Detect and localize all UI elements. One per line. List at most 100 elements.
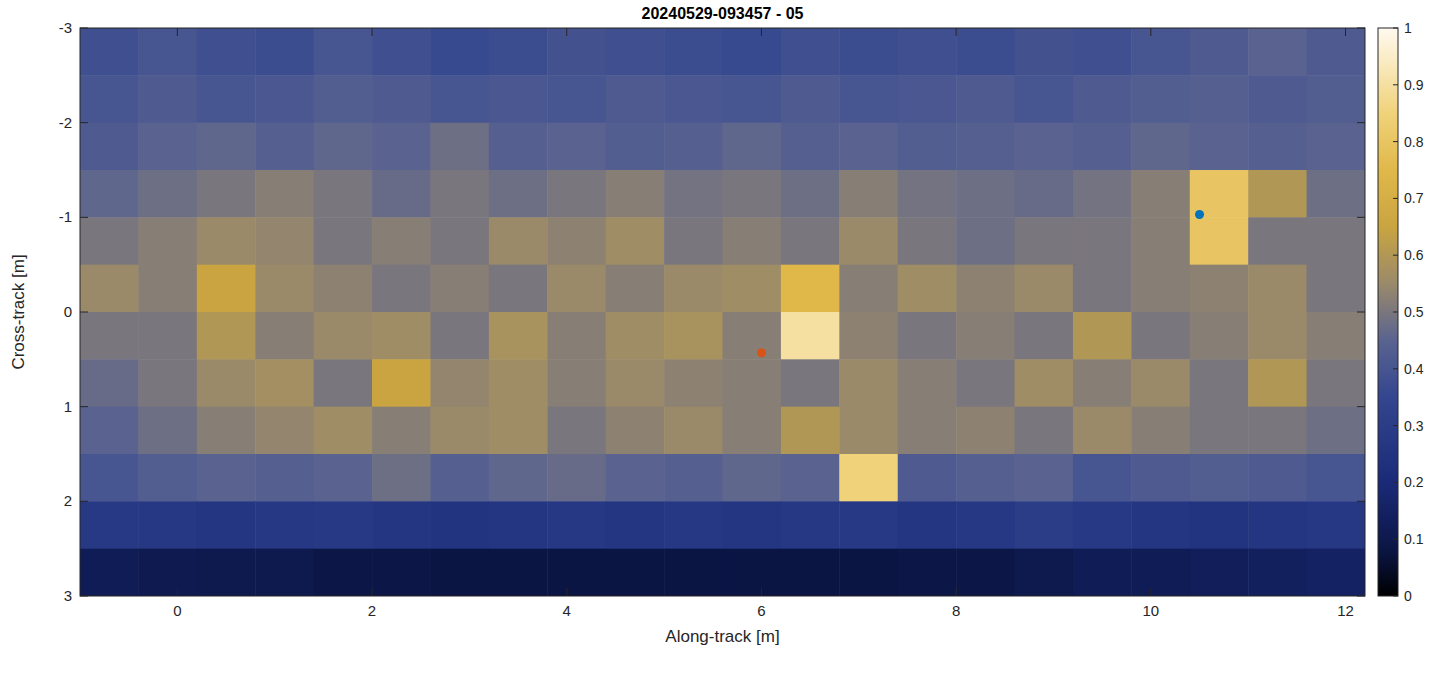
heat-cell — [430, 549, 489, 596]
y-tick — [80, 596, 88, 597]
heat-cell — [1073, 170, 1132, 218]
heat-cell — [956, 217, 1015, 265]
heat-cell — [1015, 28, 1074, 76]
heat-cell — [1248, 75, 1307, 123]
heat-cell — [1248, 407, 1307, 455]
y-tick — [80, 28, 88, 29]
x-tick-label: 2 — [368, 602, 376, 619]
y-tick — [1357, 217, 1365, 218]
heat-cell — [1248, 501, 1307, 549]
x-tick-label: 0 — [173, 602, 181, 619]
heat-cell — [839, 549, 898, 596]
heat-cell — [723, 359, 782, 407]
y-tick — [80, 312, 88, 313]
heat-cell — [314, 170, 373, 218]
x-tick — [372, 588, 373, 596]
heat-cell — [547, 265, 606, 313]
y-tick-label: 2 — [64, 492, 72, 509]
y-tick — [1357, 501, 1365, 502]
heat-cell — [839, 407, 898, 455]
heat-cell — [1073, 312, 1132, 360]
heat-cell — [1131, 549, 1190, 596]
x-tick — [177, 28, 178, 36]
heat-cell — [1015, 123, 1074, 171]
heat-cell — [372, 407, 431, 455]
heat-cell — [664, 123, 723, 171]
heat-cell — [372, 549, 431, 596]
heat-cell — [1073, 123, 1132, 171]
heat-cell — [1307, 454, 1365, 502]
heat-cell — [255, 359, 314, 407]
heat-cell — [781, 359, 840, 407]
y-tick-label: 1 — [64, 398, 72, 415]
heat-cell — [1307, 407, 1365, 455]
heat-cell — [1248, 123, 1307, 171]
heat-cell — [1131, 75, 1190, 123]
heat-cell — [197, 501, 256, 549]
heat-cell — [1190, 28, 1249, 76]
colorbar-tick-label: 0.6 — [1404, 247, 1424, 263]
heat-cell — [1073, 28, 1132, 76]
y-tick — [1357, 122, 1365, 123]
marker-point — [757, 348, 766, 357]
heat-cell — [1248, 454, 1307, 502]
colorbar-tick — [1393, 198, 1398, 199]
heat-cell — [80, 454, 139, 502]
y-tick — [80, 217, 88, 218]
heat-cell — [489, 501, 548, 549]
plot-frame — [80, 28, 1365, 596]
heat-cell — [1073, 265, 1132, 313]
title: 20240529-093457 - 05 — [642, 5, 804, 22]
colorbar-tick — [1393, 84, 1398, 85]
heat-cell — [839, 28, 898, 76]
heat-cell — [781, 501, 840, 549]
heat-cell — [430, 312, 489, 360]
heat-cell — [80, 265, 139, 313]
heat-cell — [956, 28, 1015, 76]
x-tick — [956, 588, 957, 596]
x-tick — [566, 588, 567, 596]
x-tick — [177, 588, 178, 596]
heat-cell — [723, 217, 782, 265]
heat-cell — [1190, 312, 1249, 360]
y-tick — [80, 501, 88, 502]
colorbar-tick-label: 0.4 — [1404, 361, 1424, 377]
heat-cell — [314, 407, 373, 455]
heat-cell — [430, 501, 489, 549]
heat-cell — [898, 170, 957, 218]
heat-cell — [664, 407, 723, 455]
heat-cell — [898, 501, 957, 549]
heat-cell — [781, 312, 840, 360]
heat-cell — [1131, 170, 1190, 218]
colorbar-tick — [1393, 312, 1398, 313]
heat-cell — [1015, 312, 1074, 360]
heat-cell — [197, 123, 256, 171]
x-tick — [956, 28, 957, 36]
x-tick — [372, 28, 373, 36]
heat-cell — [606, 170, 665, 218]
x-tick — [761, 28, 762, 36]
heat-cell — [547, 170, 606, 218]
heat-cell — [489, 75, 548, 123]
heat-cell — [1248, 217, 1307, 265]
heat-cell — [430, 123, 489, 171]
heat-cell — [255, 28, 314, 76]
colorbar-tick-label: 0.5 — [1404, 304, 1424, 320]
heat-cell — [1073, 454, 1132, 502]
heat-cell — [1131, 359, 1190, 407]
heat-cell — [898, 28, 957, 76]
heat-cell — [1248, 312, 1307, 360]
colorbar-tick-label: 0.7 — [1404, 190, 1424, 206]
heat-cell — [489, 407, 548, 455]
heat-cell — [197, 549, 256, 596]
x-tick-label: 6 — [757, 602, 765, 619]
heat-cell — [898, 75, 957, 123]
x-tick-label: 4 — [563, 602, 571, 619]
heat-cell — [664, 454, 723, 502]
x-tick — [1345, 588, 1346, 596]
heat-cell — [197, 28, 256, 76]
y-tick — [1357, 312, 1365, 313]
heat-cell — [606, 407, 665, 455]
heat-cell — [839, 359, 898, 407]
x-axis-title: Along-track [m] — [665, 627, 779, 646]
